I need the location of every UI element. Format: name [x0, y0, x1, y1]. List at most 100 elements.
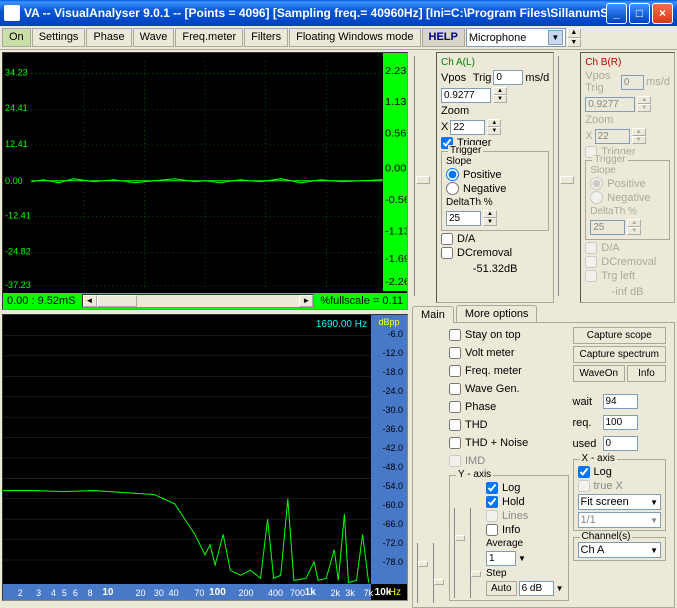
- freq-tick: 3: [36, 588, 41, 598]
- minimize-button[interactable]: _: [606, 3, 627, 24]
- floating-button[interactable]: Floating Windows mode: [289, 28, 420, 47]
- vpos-slider-b[interactable]: [558, 56, 576, 296]
- spin-down[interactable]: ▼: [567, 38, 581, 48]
- imd-checkbox: [449, 455, 461, 467]
- maximize-button[interactable]: □: [629, 3, 650, 24]
- zoom-x-label: X: [441, 121, 448, 133]
- oscilloscope[interactable]: 34.2324.4112.41 0.00-12.41-24.82 -37.23 …: [2, 52, 408, 310]
- wavegen-label: Wave Gen.: [465, 383, 520, 395]
- scroll-thumb[interactable]: [97, 295, 137, 307]
- delta-label: DeltaTh %: [446, 197, 544, 208]
- da-label: D/A: [457, 233, 475, 245]
- imd-label: IMD: [465, 455, 485, 467]
- zoom-spinner[interactable]: ▲▼: [487, 119, 501, 135]
- slope-label-b: Slope: [590, 165, 665, 176]
- yaxis-slider-2[interactable]: [470, 508, 482, 598]
- log-checkbox[interactable]: [486, 482, 498, 494]
- used-label: used: [573, 438, 601, 450]
- capture-scope-button[interactable]: Capture scope: [573, 327, 666, 344]
- thd-checkbox[interactable]: [449, 419, 461, 431]
- freq-tick: 10k: [375, 587, 392, 598]
- msd-spinner[interactable]: ▲▼: [493, 87, 507, 103]
- tab-main[interactable]: Main: [412, 306, 454, 323]
- delta-value[interactable]: 25: [446, 211, 481, 226]
- xaxis-group: X - axis Log true X Fit screen▼ 1/1▼: [573, 459, 666, 531]
- used-value[interactable]: 0: [603, 436, 638, 451]
- thdn-checkbox[interactable]: [449, 437, 461, 449]
- xaxis-title: X - axis: [580, 453, 617, 464]
- svg-text:-1.13: -1.13: [385, 226, 407, 238]
- ch-b-title: Ch B(R): [585, 57, 670, 68]
- wait-value[interactable]: 94: [603, 394, 638, 409]
- channels-dropdown[interactable]: Ch A▼: [578, 542, 661, 558]
- da-checkbox[interactable]: [441, 233, 453, 245]
- freqmeter-checkbox[interactable]: [449, 365, 461, 377]
- oneone-value: 1/1: [581, 514, 596, 526]
- scroll-left-icon[interactable]: ◄: [83, 295, 97, 307]
- scroll-right-icon[interactable]: ►: [299, 295, 313, 307]
- freq-button[interactable]: Freq.meter: [175, 28, 243, 47]
- spectrum-analyzer[interactable]: 1690.00 Hz dBpp -6.0-12.0 -18.0-24.0 -30…: [2, 314, 408, 602]
- info-button[interactable]: Info: [627, 365, 666, 382]
- msd-value[interactable]: 0.9277: [441, 88, 491, 103]
- scope-scrollbar[interactable]: ◄ ►: [82, 294, 315, 308]
- source-dropdown[interactable]: Microphone ▼: [466, 28, 566, 47]
- zoom-spinner-b: ▲▼: [632, 128, 646, 144]
- fit-dropdown[interactable]: Fit screen▼: [578, 494, 661, 510]
- svg-text:0.56: 0.56: [385, 128, 406, 140]
- settings-button[interactable]: Settings: [32, 28, 86, 47]
- vpos-slider-a[interactable]: [414, 56, 432, 296]
- msd-value-b: 0.9277: [585, 97, 635, 112]
- spin-up[interactable]: ▲: [567, 28, 581, 38]
- dcrem-checkbox[interactable]: [441, 247, 453, 259]
- tab-more[interactable]: More options: [456, 305, 538, 322]
- dbpp-label: dBpp: [371, 315, 407, 327]
- mini-slider-2[interactable]: [433, 543, 445, 603]
- close-button[interactable]: ×: [652, 3, 673, 24]
- waveon-button[interactable]: WaveOn: [573, 365, 626, 382]
- mini-slider-1[interactable]: [417, 543, 429, 603]
- phase-checkbox[interactable]: [449, 401, 461, 413]
- wavegen-checkbox[interactable]: [449, 383, 461, 395]
- step-value[interactable]: 6 dB: [519, 581, 554, 596]
- req-value[interactable]: 100: [603, 415, 638, 430]
- spectrum-db-scale: dBpp -6.0-12.0 -18.0-24.0 -30.0-36.0 -42…: [371, 315, 407, 585]
- zoom-value[interactable]: 22: [450, 120, 485, 135]
- voltmeter-checkbox[interactable]: [449, 347, 461, 359]
- negative-label: Negative: [463, 183, 506, 195]
- svg-text:-12.41: -12.41: [5, 211, 31, 221]
- msd-top[interactable]: 0: [493, 70, 523, 85]
- hold-label: Hold: [502, 496, 525, 508]
- stayontop-label: Stay on top: [465, 329, 521, 341]
- avg-value[interactable]: 1: [486, 551, 516, 566]
- freqmeter-label: Freq. meter: [465, 365, 522, 377]
- svg-text:12.41: 12.41: [5, 139, 28, 149]
- filters-button[interactable]: Filters: [244, 28, 288, 47]
- slope-positive-b: [590, 177, 603, 190]
- oneone-dropdown: 1/1▼: [578, 512, 661, 528]
- fit-value: Fit screen: [581, 496, 629, 508]
- freq-tick: 7k: [364, 588, 374, 598]
- delta-spinner[interactable]: ▲▼: [483, 210, 497, 226]
- slope-positive[interactable]: [446, 168, 459, 181]
- wave-button[interactable]: Wave: [133, 28, 175, 47]
- auto-button[interactable]: Auto: [486, 581, 517, 596]
- capture-spectrum-button[interactable]: Capture spectrum: [573, 346, 666, 363]
- hold-checkbox[interactable]: [486, 496, 498, 508]
- trigger-group-title-b: Trigger: [592, 154, 627, 165]
- xlog-checkbox[interactable]: [578, 466, 590, 478]
- on-button[interactable]: On: [2, 28, 31, 47]
- svg-text:-24.82: -24.82: [5, 246, 31, 256]
- app-icon: [4, 5, 20, 21]
- stayontop-checkbox[interactable]: [449, 329, 461, 341]
- svg-text:24.41: 24.41: [5, 103, 28, 113]
- delta-spinner-b: ▲▼: [627, 219, 641, 235]
- info-checkbox[interactable]: [486, 524, 498, 536]
- slope-negative[interactable]: [446, 182, 459, 195]
- help-button[interactable]: HELP: [422, 28, 465, 47]
- yaxis-group: Y - axis Log Hold Lines Info Average 1▼ …: [449, 475, 569, 601]
- yaxis-slider-1[interactable]: [454, 508, 466, 598]
- trigger-group-b: Trigger Slope Positive Negative DeltaTh …: [585, 160, 670, 240]
- svg-text:-37.23: -37.23: [5, 280, 31, 290]
- phase-button[interactable]: Phase: [86, 28, 131, 47]
